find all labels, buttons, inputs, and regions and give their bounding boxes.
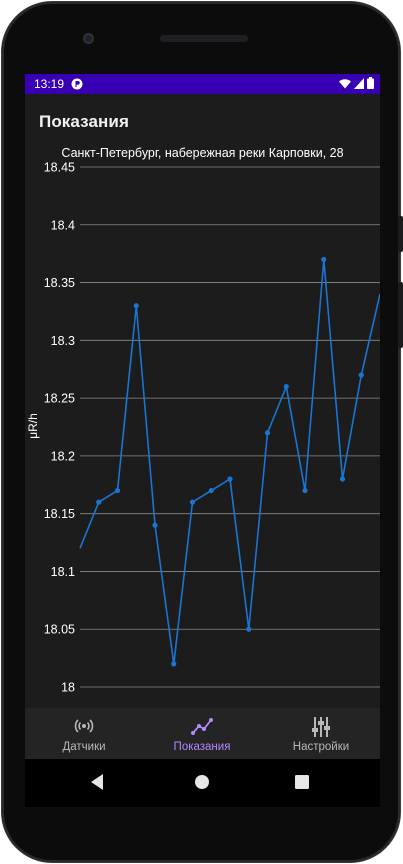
- data-point: [208, 487, 214, 494]
- y-tick-label: 18.25: [44, 392, 75, 406]
- back-button[interactable]: [89, 773, 105, 796]
- data-point: [283, 383, 289, 390]
- signal-icon: [354, 77, 364, 92]
- nav-item-settings[interactable]: Настройки: [262, 708, 380, 759]
- chart-line-icon: [143, 716, 261, 736]
- p-circle-icon: [71, 78, 83, 93]
- y-tick-label: 18.2: [51, 449, 75, 463]
- system-navigation-bar: [25, 759, 380, 807]
- front-camera: [83, 33, 94, 44]
- status-time: 13:19: [34, 77, 65, 91]
- sensors-icon: [25, 716, 143, 736]
- y-axis-ticks: 18 18.05 18.1 18.15 18.2 18.25 18.3 18.35 18.4 18…: [44, 161, 75, 695]
- page-title: Показания: [39, 112, 129, 131]
- y-tick-label: 18.45: [44, 161, 75, 175]
- sliders-icon: [262, 716, 380, 737]
- y-tick-label: 18.15: [44, 507, 75, 521]
- screen: 13:19 Показания Санкт-Петербур: [25, 74, 380, 807]
- data-point: [358, 372, 364, 378]
- nav-label-sensors: Датчики: [62, 741, 106, 753]
- data-point: [96, 499, 102, 505]
- y-tick-label: 18.05: [44, 623, 75, 637]
- series-line: [79, 259, 380, 665]
- recents-button[interactable]: [295, 775, 309, 794]
- nav-label-settings: Настройки: [292, 741, 350, 753]
- nav-item-sensors[interactable]: Датчики: [25, 708, 143, 759]
- data-point: [114, 487, 121, 494]
- battery-icon: [367, 77, 374, 92]
- home-icon: [195, 775, 209, 789]
- readings-chart: 18 18.05 18.1 18.15 18.2 18.25 18.3 18.35 18.4 18…: [26, 161, 380, 695]
- power-button: [398, 216, 403, 252]
- y-tick-label: 18.4: [51, 218, 75, 232]
- bottom-navigation: Датчики Показания: [25, 708, 380, 759]
- data-point: [227, 476, 233, 482]
- back-icon: [91, 774, 103, 790]
- chart-grid: [80, 166, 380, 688]
- data-point: [339, 476, 346, 482]
- nav-label-readings: Показания: [173, 741, 231, 753]
- data-point: [321, 256, 327, 263]
- home-button[interactable]: [194, 774, 210, 795]
- data-point: [152, 522, 158, 528]
- y-tick-label: 18: [61, 681, 75, 695]
- data-point: [189, 499, 196, 505]
- data-point: [302, 487, 308, 494]
- data-point: [133, 303, 139, 309]
- earpiece-speaker: [160, 35, 248, 42]
- recents-icon: [295, 775, 309, 789]
- nav-item-readings[interactable]: Показания: [143, 708, 261, 759]
- status-bar: 13:19: [25, 74, 380, 94]
- data-point: [264, 430, 271, 436]
- volume-button: [398, 282, 403, 348]
- y-axis-label: μR/h: [26, 413, 40, 439]
- y-tick-label: 18.35: [44, 276, 75, 290]
- data-point: [246, 626, 252, 632]
- wifi-icon: [339, 78, 351, 92]
- data-point: [171, 661, 177, 667]
- y-tick-label: 18.1: [51, 565, 75, 579]
- series-readings: [79, 256, 380, 667]
- y-tick-label: 18.3: [51, 334, 75, 348]
- chart-title: Санкт-Петербург, набережная реки Карповк…: [61, 146, 344, 160]
